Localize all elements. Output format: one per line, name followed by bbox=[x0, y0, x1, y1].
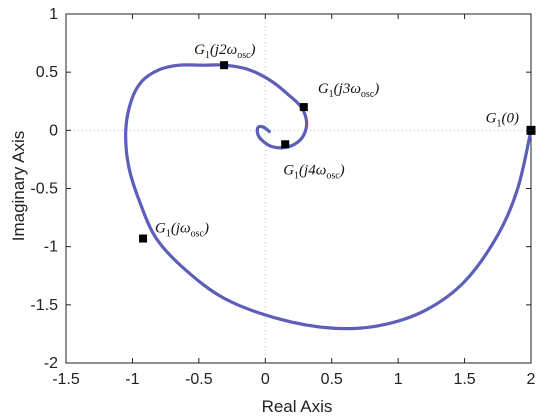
y-axis-label: Imaginary Axis bbox=[9, 131, 28, 242]
x-tick-label: 1 bbox=[394, 371, 403, 388]
x-tick-labels: -1.5 -1 -0.5 0 0.5 1 1.5 2 bbox=[52, 14, 536, 388]
y-tick-labels: 1 0.5 0 -0.5 -1 -1.5 -2 bbox=[30, 6, 531, 372]
label-end: ) bbox=[339, 162, 345, 178]
marker-label: G1(0) bbox=[486, 110, 519, 129]
label-arg: (jω bbox=[171, 221, 191, 237]
y-tick-label: -2 bbox=[44, 355, 58, 372]
label-arg: (j2ω bbox=[210, 42, 237, 58]
marker-label: G1(j3ωosc) bbox=[318, 81, 379, 100]
label-sub: 1 bbox=[294, 170, 299, 181]
label-sub: 1 bbox=[497, 118, 502, 129]
marker-point bbox=[299, 103, 308, 112]
label-arg: (j3ω bbox=[334, 81, 361, 97]
label-end: ) bbox=[250, 42, 256, 58]
label-arg: (j4ω bbox=[299, 162, 326, 178]
y-tick-label: -0.5 bbox=[30, 181, 58, 198]
series-line-overlay bbox=[125, 64, 532, 330]
x-axis-label: Real Axis bbox=[262, 397, 333, 416]
y-tick-label: -1 bbox=[44, 239, 58, 256]
x-tick-label: 0.5 bbox=[321, 371, 343, 388]
reference-lines bbox=[66, 14, 531, 363]
label-main: G bbox=[486, 110, 497, 126]
label-main: G bbox=[283, 162, 294, 178]
marker-label: G1(j2ωosc) bbox=[194, 42, 255, 61]
series-line bbox=[124, 63, 533, 331]
x-tick-label: -1 bbox=[125, 371, 139, 388]
marker-label: G1(j4ωosc) bbox=[283, 162, 344, 181]
label-end: ) bbox=[373, 81, 379, 97]
label-sub: 1 bbox=[329, 89, 334, 100]
label-sub2: osc bbox=[237, 50, 251, 61]
label-sub2: osc bbox=[326, 170, 340, 181]
x-tick-label: -0.5 bbox=[185, 371, 213, 388]
x-tick-label: 2 bbox=[527, 371, 536, 388]
label-sub: 1 bbox=[205, 50, 210, 61]
y-tick-label: 0 bbox=[49, 122, 58, 139]
label-sub2: osc bbox=[191, 229, 205, 240]
marker-point bbox=[281, 140, 290, 149]
label-sub: 1 bbox=[166, 229, 171, 240]
x-tick-label: 0 bbox=[261, 371, 270, 388]
marker-point bbox=[139, 234, 148, 243]
label-main: G bbox=[318, 81, 329, 97]
y-tick-label: -1.5 bbox=[30, 297, 58, 314]
label-sub2: osc bbox=[361, 89, 375, 100]
x-tick-label: -1.5 bbox=[52, 371, 80, 388]
label-arg: (0) bbox=[502, 110, 520, 126]
label-main: G bbox=[155, 221, 166, 237]
label-main: G bbox=[194, 42, 205, 58]
marker-point bbox=[220, 61, 229, 70]
series-layer bbox=[124, 63, 533, 331]
marker-layer: G1(0)G1(jωosc)G1(j2ωosc)G1(j3ωosc)G1(j4ω… bbox=[139, 42, 536, 243]
label-end: ) bbox=[203, 221, 209, 237]
marker-label: G1(jωosc) bbox=[155, 221, 209, 240]
y-tick-label: 1 bbox=[49, 6, 58, 23]
x-tick-label: 1.5 bbox=[453, 371, 475, 388]
y-tick-label: 0.5 bbox=[36, 64, 58, 81]
